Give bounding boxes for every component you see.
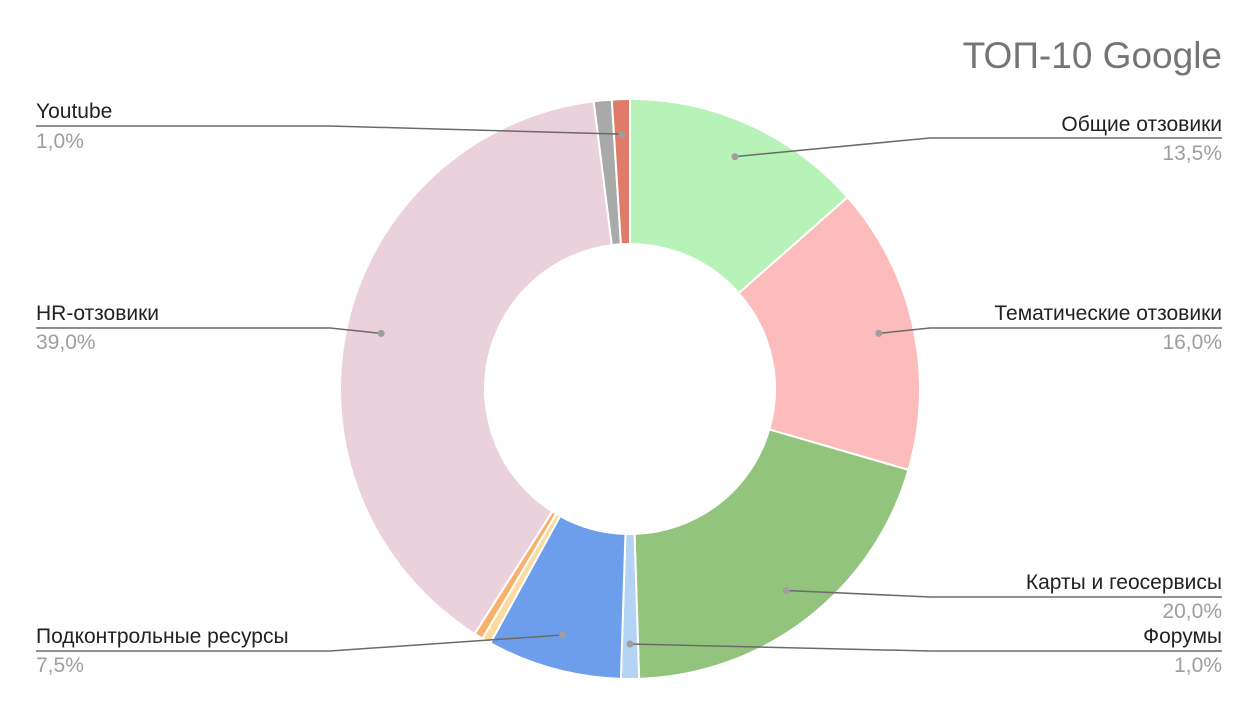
value-tematicheskie-otzoviki: 16,0% [1162, 331, 1222, 354]
callout-line-форумы [629, 643, 1222, 652]
label-tematicheskie-otzoviki: Тематические отзовики [994, 302, 1222, 325]
chart-title: ТОП-10 Google [963, 35, 1222, 76]
value-youtube: 1,0% [36, 130, 84, 153]
callout-line-общие-отзовики [734, 137, 1222, 158]
label-obshchie-otzoviki: Общие отзовики [1061, 113, 1222, 136]
slices-group [339, 97, 921, 681]
callout-dot-youtube [618, 130, 626, 138]
callout-line-карты-и-геосервисы [786, 589, 1222, 598]
value-podkontrolnye-resursy: 7,5% [36, 654, 84, 677]
slice-hr-отзовики [339, 100, 613, 636]
callout-line-youtube [36, 125, 623, 135]
callout-dot-карты-и-геосервисы [782, 586, 790, 594]
labels-group: Общие отзовики 13,5% Тематические отзови… [36, 100, 1222, 677]
slice-тематические-отзовики [737, 195, 921, 472]
label-karty-geoservisy: Карты и геосервисы [1026, 571, 1222, 594]
slice-карты-и-геосервисы [633, 428, 910, 680]
callout-line-подконтрольные-ресурсы [36, 634, 563, 652]
value-hr-otzoviki: 39,0% [36, 331, 96, 354]
callout-line-hr-отзовики [36, 327, 382, 335]
slice-youtube [610, 97, 631, 246]
callout-dot-тематические-отзовики [875, 329, 883, 337]
value-karty-geoservisy: 20,0% [1162, 600, 1222, 623]
value-forumy: 1,0% [1174, 654, 1222, 677]
callout-dot-подконтрольные-ресурсы [559, 631, 567, 639]
callout-dot-форумы [626, 640, 634, 648]
label-forumy: Форумы [1143, 625, 1222, 648]
label-podkontrolnye-resursy: Подконтрольные ресурсы [36, 625, 289, 648]
label-hr-otzoviki: HR-отзовики [36, 302, 159, 325]
callouts-group [36, 125, 1222, 652]
callout-dot-hr-отзовики [377, 329, 385, 337]
callout-line-тематические-отзовики [878, 327, 1222, 335]
value-obshchie-otzoviki: 13,5% [1162, 142, 1222, 165]
label-youtube: Youtube [36, 100, 112, 123]
callout-dot-общие-отзовики [731, 153, 739, 161]
